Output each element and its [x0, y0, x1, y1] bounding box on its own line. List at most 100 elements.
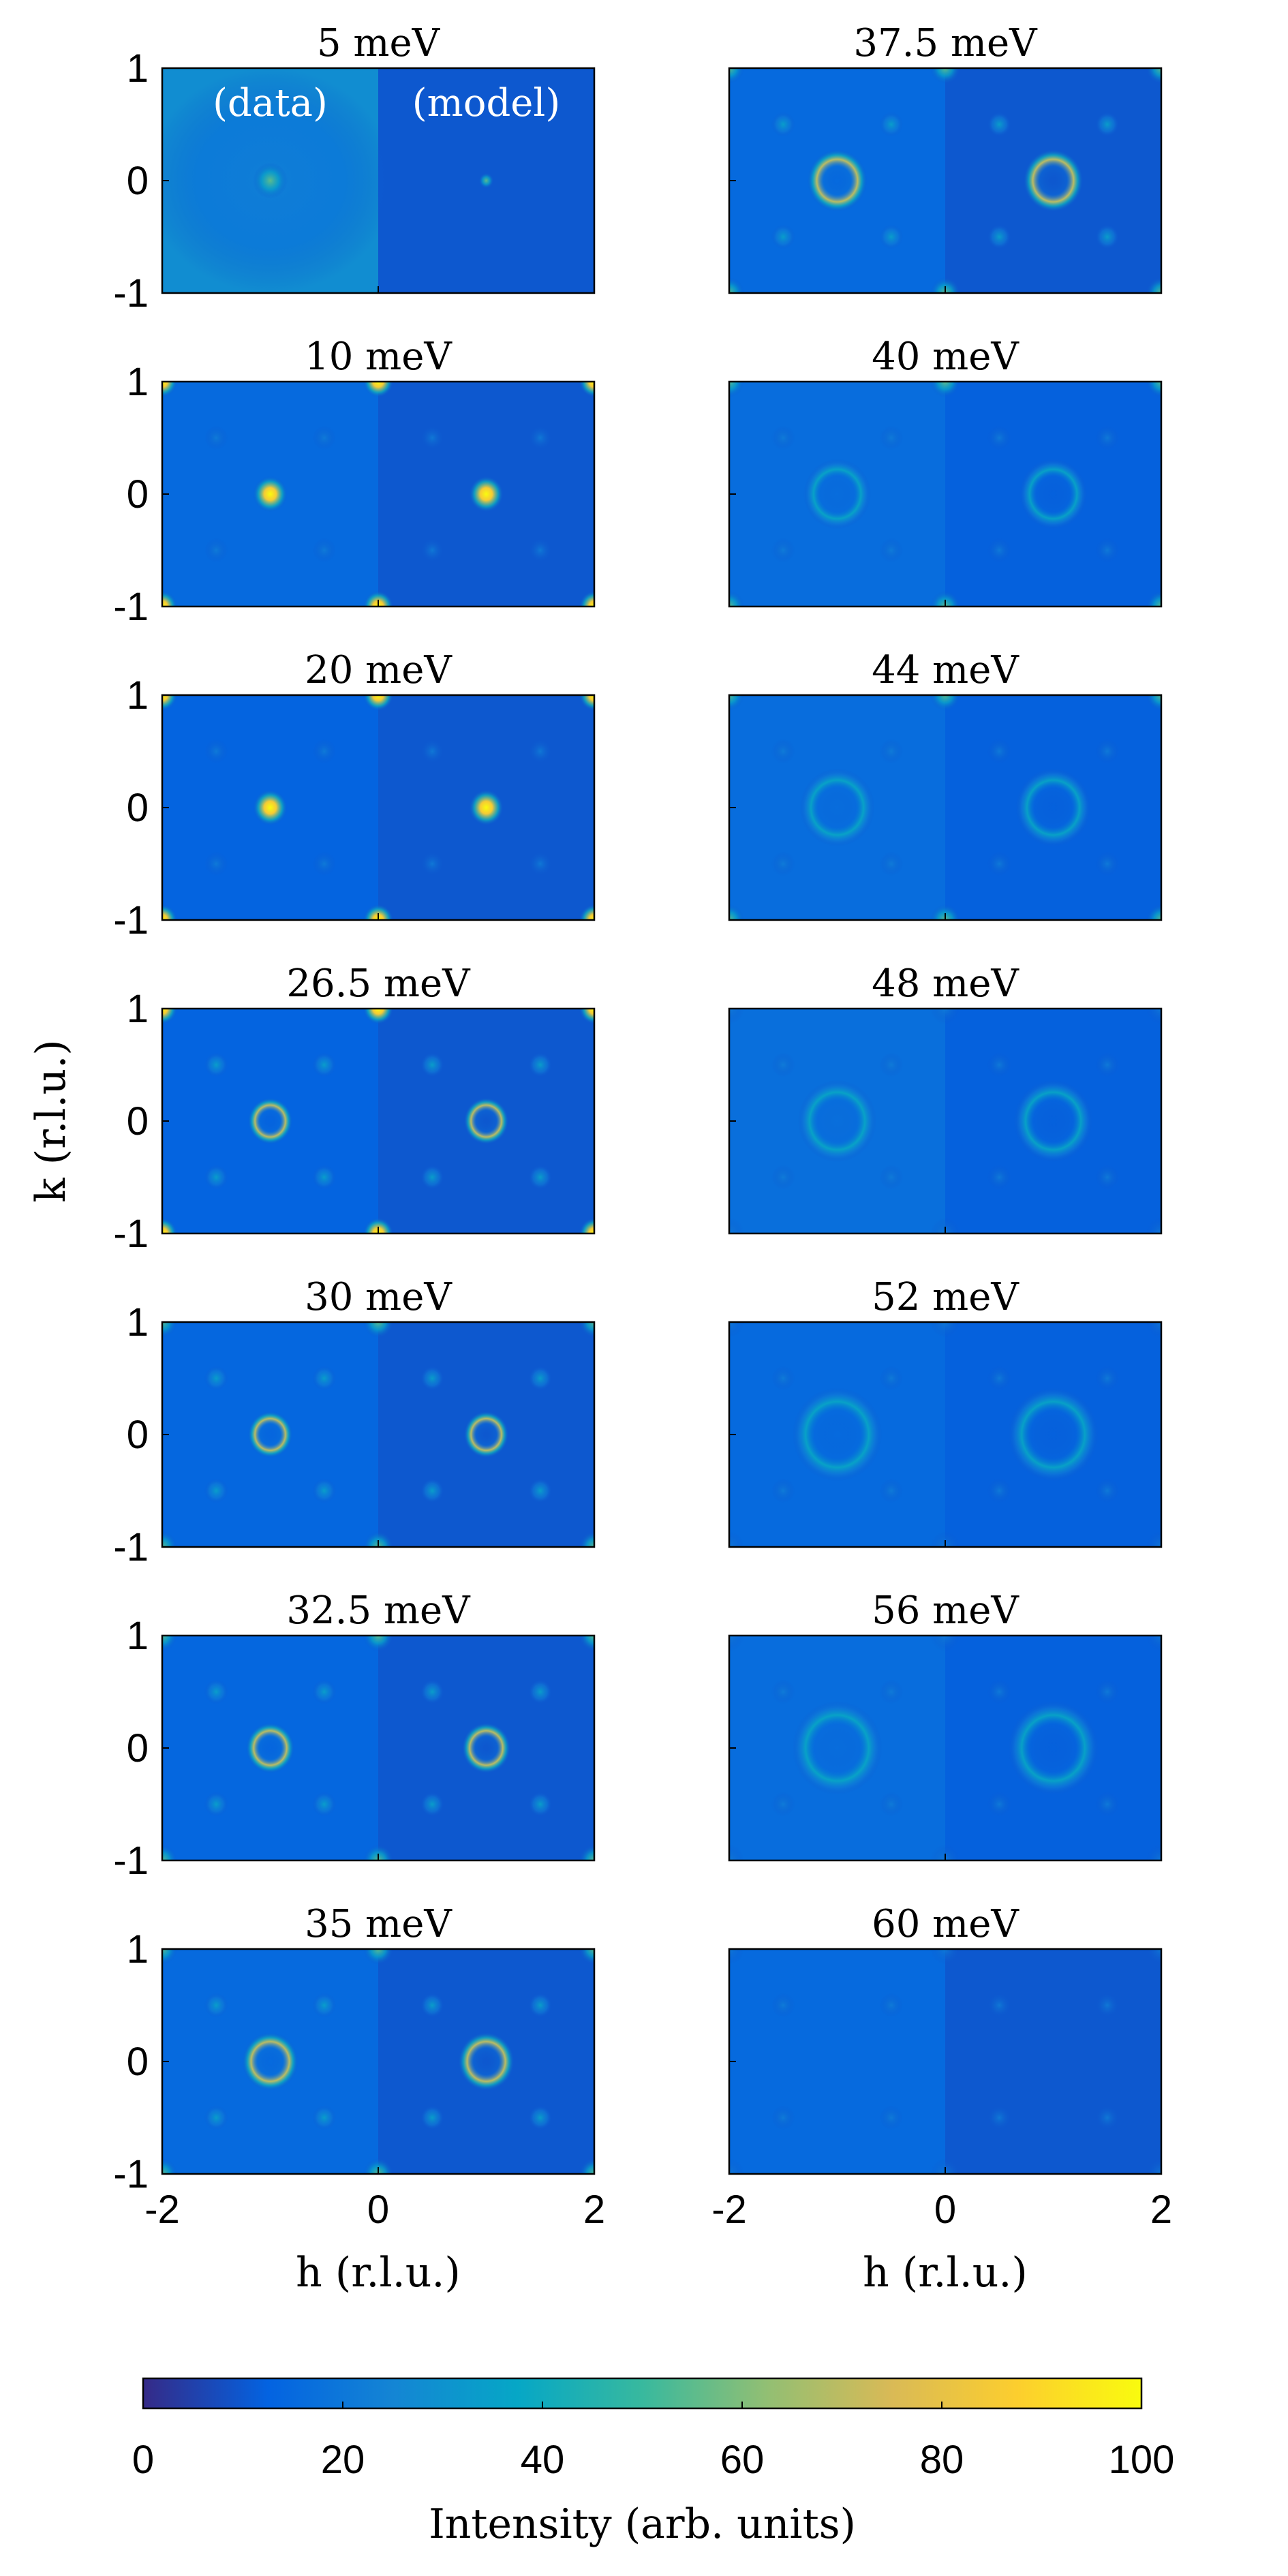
data-center-ring	[797, 1079, 877, 1163]
data-satellite	[204, 1165, 228, 1190]
model-satellite	[528, 1366, 553, 1391]
panel-5-meV: 5 meV 1 0 -1 (data) (model)	[113, 21, 596, 316]
data-satellite	[312, 1478, 337, 1503]
corner-spot	[579, 1322, 594, 1338]
panel-35-meV: 35 meV 1 0 -1-2 0 2	[113, 1902, 605, 2232]
y-tick-label: -1	[113, 898, 149, 942]
model-satellite	[1095, 1792, 1120, 1817]
panel-37-5-meV: 37.5 meV	[728, 21, 1163, 294]
corner-spot	[162, 904, 178, 920]
model-satellite	[1095, 224, 1120, 249]
corner-spot	[930, 1636, 961, 1652]
corner-spot	[579, 1949, 594, 1965]
y-tick-label: -1	[113, 1525, 149, 1569]
panel-20-meV: 20 meV 1 0 -1	[113, 648, 596, 942]
y-axis-label: k (r.l.u.)	[27, 1039, 75, 1202]
model-satellite	[1095, 112, 1120, 137]
colorbar-tick-label: 0	[132, 2438, 154, 2482]
corner-spot	[162, 1949, 178, 1965]
model-satellite	[420, 851, 444, 876]
data-satellite	[771, 1993, 795, 2018]
y-tick-label: 1	[127, 987, 149, 1031]
corner-spot	[162, 382, 178, 398]
x-tick-label: 2	[583, 2188, 605, 2232]
model-satellite	[1095, 2105, 1120, 2130]
data-satellite	[204, 1679, 228, 1704]
panel-title: 10 meV	[305, 335, 453, 379]
data-center-ring	[799, 768, 875, 847]
model-satellite	[987, 1366, 1011, 1391]
panel-title: 56 meV	[872, 1589, 1019, 1633]
model-center-ring	[1019, 459, 1088, 530]
data-satellite	[771, 1165, 795, 1190]
panel-52-meV: 52 meV	[728, 1275, 1163, 1548]
model-satellite	[1095, 425, 1120, 450]
axes-group: h (r.l.u.) h (r.l.u.) k (r.l.u.)	[27, 1039, 1028, 2297]
y-tick-label: 0	[127, 1413, 149, 1457]
corner-spot	[363, 1949, 394, 1965]
model-satellite	[528, 1993, 553, 2018]
corner-spot	[930, 382, 961, 398]
data-satellite	[771, 1052, 795, 1077]
panel-44-meV: 44 meV	[728, 648, 1163, 921]
corner-spot	[930, 695, 961, 711]
corner-spot	[579, 1531, 594, 1547]
data-satellite	[879, 1478, 904, 1503]
data-satellite	[204, 425, 228, 450]
corner-spot	[579, 2158, 594, 2174]
corner-spot	[930, 68, 961, 85]
data-satellite	[312, 1366, 337, 1391]
panels-group: 5 meV 1 0 -1 (data) (model) 37.5 meV 10 meV 1 0 -1…	[113, 21, 1172, 2232]
model-satellite	[987, 1052, 1011, 1077]
data-satellite	[312, 2105, 337, 2130]
data-center-ring	[807, 149, 868, 212]
corner-spot	[1146, 68, 1161, 85]
corner-spot	[1146, 904, 1161, 920]
panel-10-meV: 10 meV 1 0 -1	[113, 335, 596, 629]
data-satellite	[879, 1366, 904, 1391]
corner-spot	[162, 695, 178, 711]
corner-spot	[579, 590, 594, 607]
corner-spot	[930, 904, 961, 920]
x-tick-label: 0	[934, 2188, 956, 2232]
data-center-ring	[792, 1387, 883, 1482]
data-satellite	[312, 538, 337, 563]
model-satellite	[987, 1792, 1011, 1817]
model-satellite	[528, 1679, 553, 1704]
corner-spot	[363, 382, 394, 398]
data-satellite	[204, 538, 228, 563]
panel-56-meV: 56 meV	[728, 1589, 1163, 1862]
model-satellite	[1095, 538, 1120, 563]
corner-spot	[363, 904, 394, 920]
model-satellite	[420, 1679, 444, 1704]
data-center-spot	[253, 789, 288, 826]
model-center-spot	[469, 789, 504, 826]
y-tick-label: 0	[127, 1726, 149, 1770]
model-satellite	[987, 1993, 1011, 2018]
model-satellite	[1095, 1679, 1120, 1704]
data-satellite	[312, 1792, 337, 1817]
corner-spot	[363, 1531, 394, 1547]
y-tick-label: 0	[127, 2040, 149, 2084]
model-satellite	[420, 1792, 444, 1817]
data-satellite	[312, 1993, 337, 2018]
corner-spot	[930, 1531, 961, 1547]
y-tick-label: 1	[127, 1300, 149, 1345]
data-satellite	[879, 538, 904, 563]
data-satellite	[312, 739, 337, 764]
panel-30-meV: 30 meV 1 0 -1	[113, 1275, 596, 1569]
data-satellite	[204, 1478, 228, 1503]
model-satellite	[420, 1993, 444, 2018]
data-satellite	[204, 2105, 228, 2130]
model-satellite	[528, 538, 553, 563]
data-satellite	[204, 1993, 228, 2018]
panel-title: 20 meV	[305, 648, 453, 692]
x-axis-label: h (r.l.u.)	[296, 2249, 461, 2297]
y-tick-label: 1	[127, 46, 149, 91]
panel-title: 5 meV	[317, 21, 441, 65]
model-satellite	[528, 1478, 553, 1503]
panel-26-5-meV: 26.5 meV 1 0 -1	[113, 962, 596, 1256]
corner-spot	[1146, 1009, 1161, 1025]
model-satellite	[1095, 1478, 1120, 1503]
